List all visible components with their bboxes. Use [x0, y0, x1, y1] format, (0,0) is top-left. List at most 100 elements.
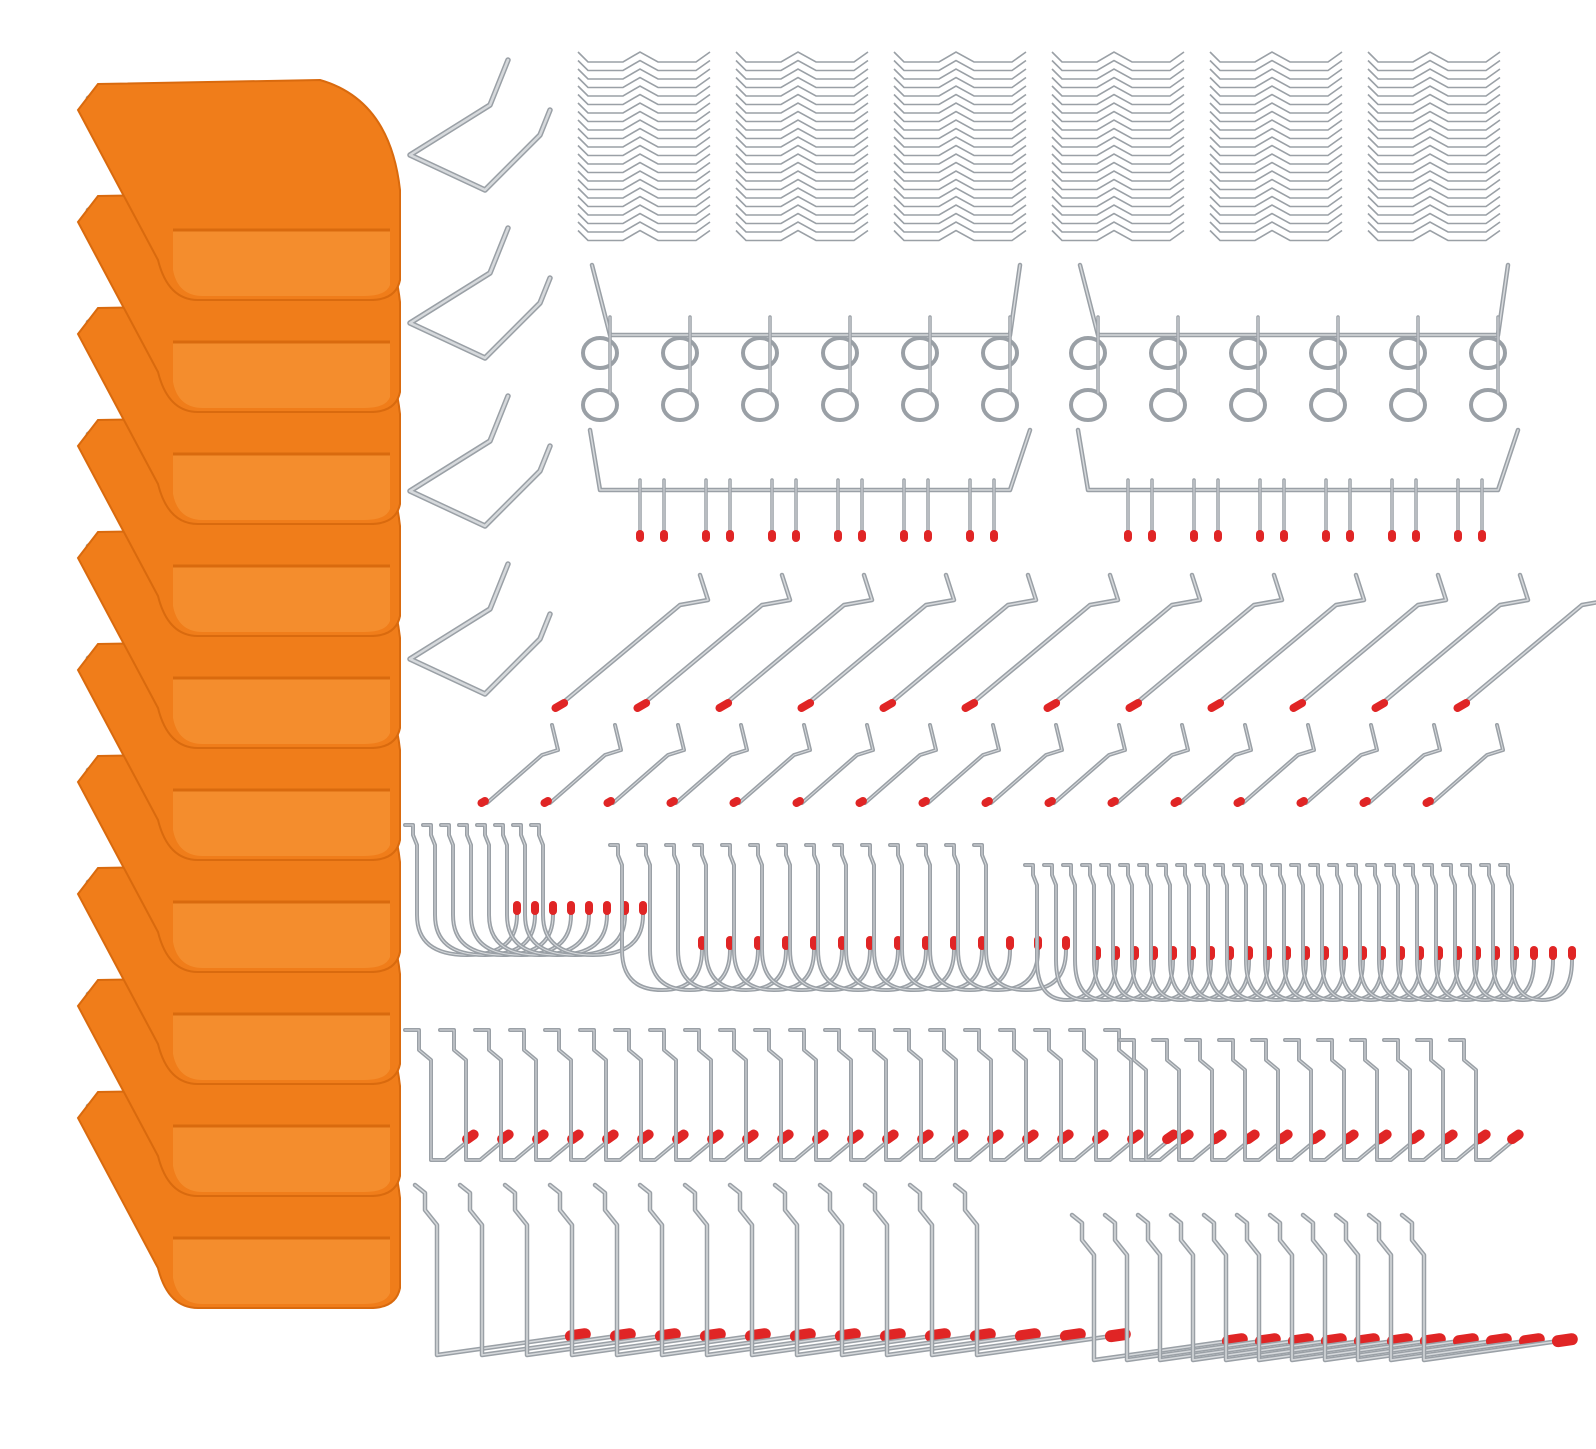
long-hook [633, 572, 793, 712]
hook-wire [1068, 1028, 1142, 1162]
hook-wire [547, 1182, 703, 1358]
clip [1051, 93, 1185, 106]
hook-wire [1267, 1212, 1423, 1363]
red-tip [715, 699, 733, 712]
clip [1051, 85, 1185, 97]
clip [893, 59, 1027, 72]
bin-lip [173, 1238, 390, 1304]
long-hook [961, 572, 1121, 712]
clip [1051, 178, 1185, 191]
hook-wire [972, 843, 1068, 992]
clip [735, 170, 869, 182]
clip [1367, 195, 1501, 208]
storage-bins [76, 78, 401, 1309]
red-tip [1478, 530, 1486, 542]
clip [1367, 76, 1501, 89]
ring [661, 336, 699, 370]
clip [1209, 93, 1343, 106]
clip [1209, 195, 1343, 208]
red-tip [1549, 946, 1557, 960]
hook-wire [989, 723, 1064, 805]
l-hook [1250, 1038, 1326, 1162]
hook-wire [485, 723, 560, 805]
clip [1209, 212, 1343, 225]
hook-wire [1118, 863, 1194, 1002]
red-tip [1388, 530, 1396, 542]
clip [577, 178, 711, 191]
red-tip [1104, 1328, 1131, 1343]
short-hook [1296, 723, 1379, 807]
bin-lip [173, 230, 390, 296]
ring [901, 388, 939, 422]
hook-wire [557, 572, 711, 708]
ring [1389, 336, 1427, 370]
hook-wire [1300, 1212, 1456, 1363]
hook-wire [1131, 572, 1285, 708]
straight-hooks-small [1069, 1212, 1578, 1363]
clip [1051, 119, 1185, 131]
long-straight-hooks [551, 572, 1596, 712]
v-holder [407, 393, 553, 529]
straight-hook [1333, 1212, 1512, 1363]
ring [1149, 336, 1187, 370]
hook-wire [1377, 572, 1531, 708]
hook-wire [502, 1182, 658, 1358]
hook-wire [1399, 1212, 1555, 1363]
red-tip [1296, 797, 1308, 807]
hook-wire [1156, 863, 1232, 1002]
hook-wire [1217, 1038, 1291, 1162]
hook-wire [1479, 863, 1555, 1002]
clip [1051, 76, 1185, 89]
hook-wire [1250, 1038, 1324, 1162]
hook-wire [1135, 1212, 1291, 1363]
hook-wire [1295, 572, 1449, 708]
v-holder [407, 225, 553, 361]
red-tip [1233, 797, 1245, 807]
hook-wire [998, 1028, 1072, 1162]
clip [1209, 178, 1343, 191]
hook-wire [832, 843, 928, 992]
ring [1229, 336, 1267, 370]
hook-wire [1366, 1212, 1522, 1363]
clip [735, 76, 869, 89]
hook-wire [1382, 1038, 1456, 1162]
hook-wire [721, 572, 875, 708]
hook-wire [1069, 1212, 1225, 1363]
clip [735, 212, 869, 225]
short-hook [1044, 723, 1127, 807]
red-tip [797, 699, 815, 712]
clip [735, 204, 869, 216]
red-tip [1551, 1333, 1578, 1348]
hook-wire [439, 823, 555, 957]
clip [1209, 204, 1343, 216]
clip [1209, 85, 1343, 97]
clip [1051, 161, 1185, 174]
hook-wire [1384, 863, 1460, 1002]
ring [741, 388, 779, 422]
hook-wire [457, 1182, 613, 1358]
clip [893, 170, 1027, 182]
red-tip [1276, 1129, 1293, 1145]
l-hook [1415, 1038, 1491, 1162]
red-tip [660, 530, 668, 542]
clip [893, 136, 1027, 148]
clip [1209, 221, 1343, 233]
clip [1367, 212, 1501, 225]
j-hook [421, 823, 539, 957]
hook-wire [613, 1028, 687, 1162]
clip [735, 51, 869, 63]
l-hook [1316, 1038, 1392, 1162]
hook-wire [907, 1182, 1063, 1358]
clip [893, 102, 1027, 114]
hook-wire [893, 1028, 967, 1162]
ring [741, 336, 779, 370]
l-hook [1184, 1038, 1260, 1162]
l-hook [1283, 1038, 1359, 1162]
clip [893, 110, 1027, 123]
red-tip [477, 797, 489, 807]
hook-wire [1023, 863, 1099, 1002]
hook-wire [548, 723, 623, 805]
clip-stack [1051, 51, 1185, 242]
clip [1051, 102, 1185, 114]
red-tip [1043, 699, 1061, 712]
